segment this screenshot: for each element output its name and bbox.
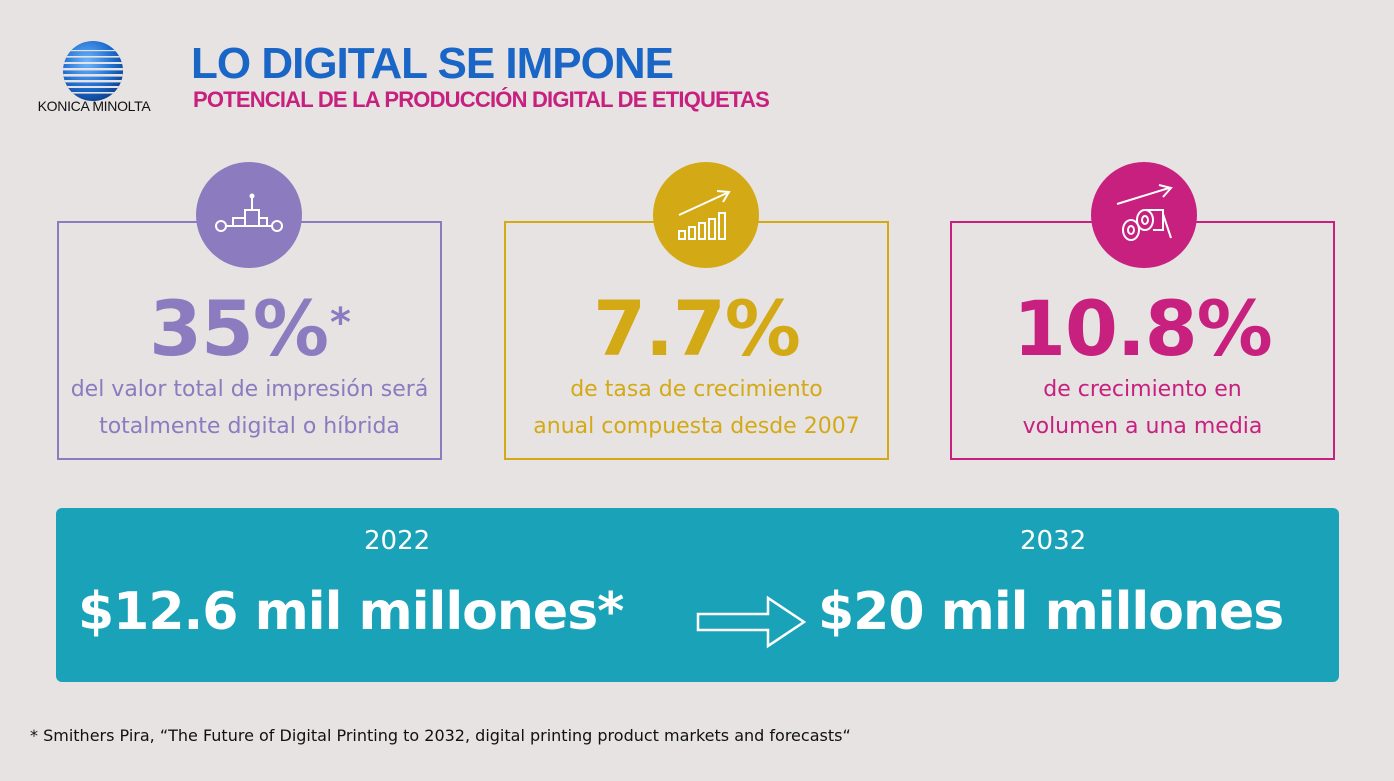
page-subtitle: POTENCIAL DE LA PRODUCCIÓN DIGITAL DE ET… <box>193 87 770 112</box>
logo-text: KONICA MINOLTA <box>37 98 151 114</box>
stat-description: de crecimiento en volumen a una media <box>1022 377 1263 439</box>
stat-value: 10.8% <box>1013 284 1273 373</box>
stat-value: 7.7% <box>593 284 801 373</box>
stat-card-digital-share: 35%* del valor total de impresión será t… <box>57 221 442 460</box>
stat-description: del valor total de impresión será totalm… <box>70 377 429 439</box>
asterisk: * <box>330 300 351 346</box>
konica-minolta-logo: KONICA MINOLTA <box>28 40 160 120</box>
market-forecast-banner: 2022 2032 $12.6 mil millones* $20 mil mi… <box>56 508 1339 682</box>
stat-value: 35%* <box>149 284 351 373</box>
page-title: LO DIGITAL SE IMPONE <box>191 39 674 88</box>
stat-description: de tasa de crecimiento anual compuesta d… <box>533 377 860 439</box>
label-rolls-icon <box>1091 162 1197 268</box>
growth-bars-icon <box>653 162 759 268</box>
arrow-right-icon <box>696 595 807 649</box>
amount-from: $12.6 mil millones* <box>78 582 624 642</box>
amount-to: $20 mil millones <box>818 582 1284 642</box>
year-from: 2022 <box>364 526 431 556</box>
printing-press-icon <box>196 162 302 268</box>
globe-icon <box>63 41 123 101</box>
source-footnote: * Smithers Pira, “The Future of Digital … <box>30 726 851 745</box>
year-to: 2032 <box>1020 526 1087 556</box>
